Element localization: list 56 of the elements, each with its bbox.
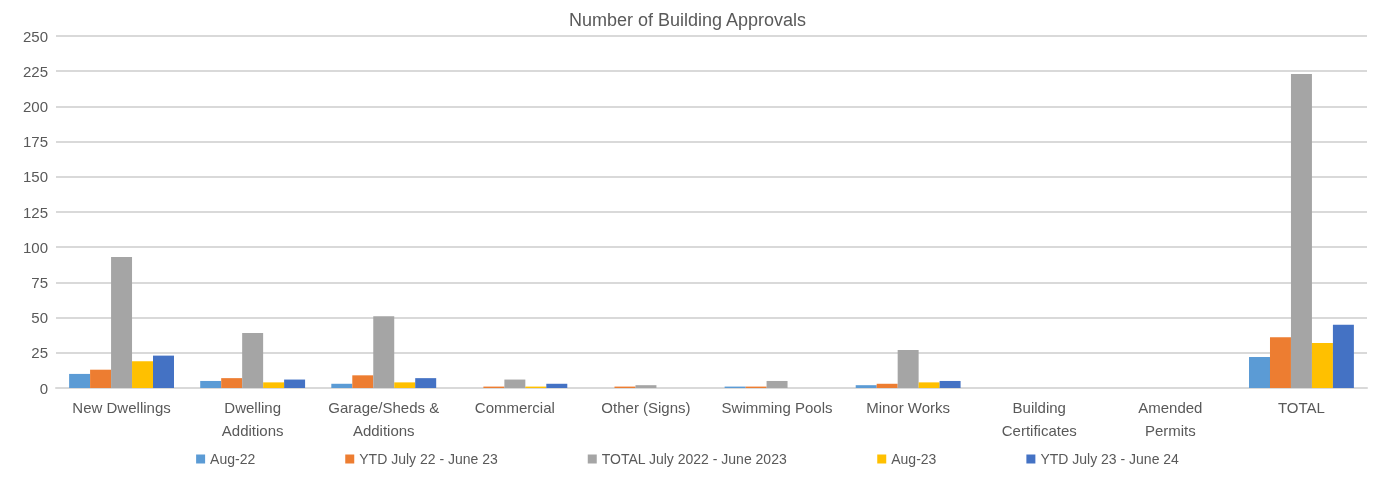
bar [1269,337,1291,388]
x-tick-label: Building Certificates [1001,399,1077,439]
x-tick-label: Garage/Sheds & Additions [328,399,440,439]
legend-label: Aug-23 [891,451,937,467]
bar [200,380,222,388]
x-tick-label: Amended Permits [1138,399,1203,439]
bar [90,369,112,388]
x-tick-label: Dwelling Additions [221,399,284,439]
x-tick-label: New Dwellings [72,399,171,416]
bar [855,385,877,388]
bar [111,257,133,388]
legend-label: YTD July 23 - June 24 [1040,451,1180,467]
bar [1311,342,1333,388]
bar [352,375,374,388]
bar [153,355,174,388]
bar [876,383,898,388]
y-tick-label: 200 [22,97,48,115]
bar [69,373,91,388]
bar [415,378,437,388]
bar [1249,357,1270,388]
y-tick-label: 50 [31,309,48,327]
bar [897,349,919,388]
chart-title: Number of Building Approvals [568,10,807,30]
y-tick-label: 250 [22,27,48,45]
y-tick-label: 25 [31,344,48,362]
y-tick-label: 100 [22,238,48,256]
bar [263,382,285,388]
bar [939,380,961,388]
y-tick-label: 175 [22,133,48,151]
y-tick-label: 225 [22,62,48,80]
legend-label: Aug-22 [210,451,256,467]
y-tick-label: 75 [31,273,48,291]
bar [221,378,243,388]
legend-label: TOTAL July 2022 - June 2023 [601,451,787,467]
bar [373,316,395,388]
bar [284,379,306,388]
x-tick-label: Other (Signs) [601,399,691,416]
y-tick-label: 0 [39,379,48,397]
bar [1290,74,1312,388]
bar [504,379,526,388]
x-tick-label: Commercial [474,399,555,416]
x-tick-label: Swimming Pools [721,399,833,416]
bar [132,361,154,388]
bar [1332,324,1354,388]
x-tick-label: Minor Works [866,399,951,416]
bar [546,383,568,388]
bar [394,382,416,388]
y-tick-label: 125 [22,203,48,221]
y-tick-label: 150 [22,168,48,186]
x-tick-label: TOTAL [1277,399,1325,416]
bar [766,380,788,388]
bar [635,385,657,388]
bar [918,382,940,388]
bar [242,333,264,388]
bar [331,383,353,388]
legend-label: YTD July 22 - June 23 [359,451,498,467]
